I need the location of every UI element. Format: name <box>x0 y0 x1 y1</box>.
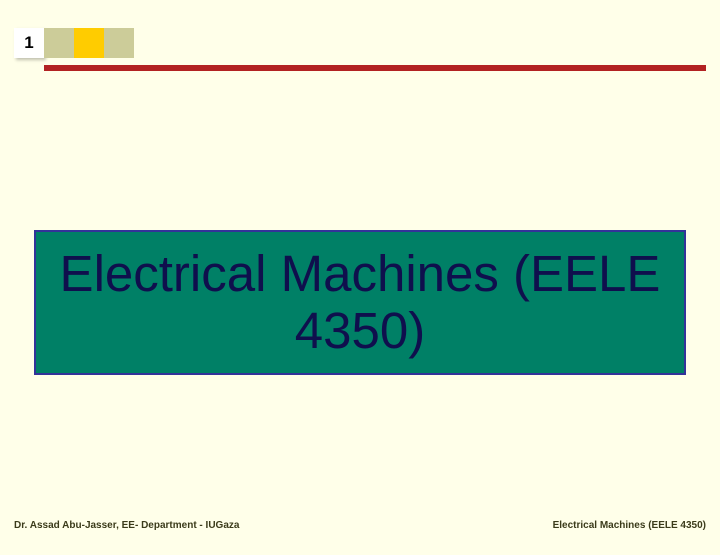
footer-left: Dr. Assad Abu-Jasser, EE- Department - I… <box>14 520 239 531</box>
accent-rect-yellow <box>74 28 104 58</box>
divider-line <box>44 65 706 71</box>
footer-right: Electrical Machines (EELE 4350) <box>553 520 706 531</box>
header-accent <box>44 28 706 88</box>
footer: Dr. Assad Abu-Jasser, EE- Department - I… <box>14 520 706 531</box>
title-box: Electrical Machines (EELE 4350) <box>34 230 686 375</box>
slide-number: 1 <box>24 33 33 53</box>
slide-title: Electrical Machines (EELE 4350) <box>48 246 672 358</box>
slide-number-box: 1 <box>14 28 44 58</box>
